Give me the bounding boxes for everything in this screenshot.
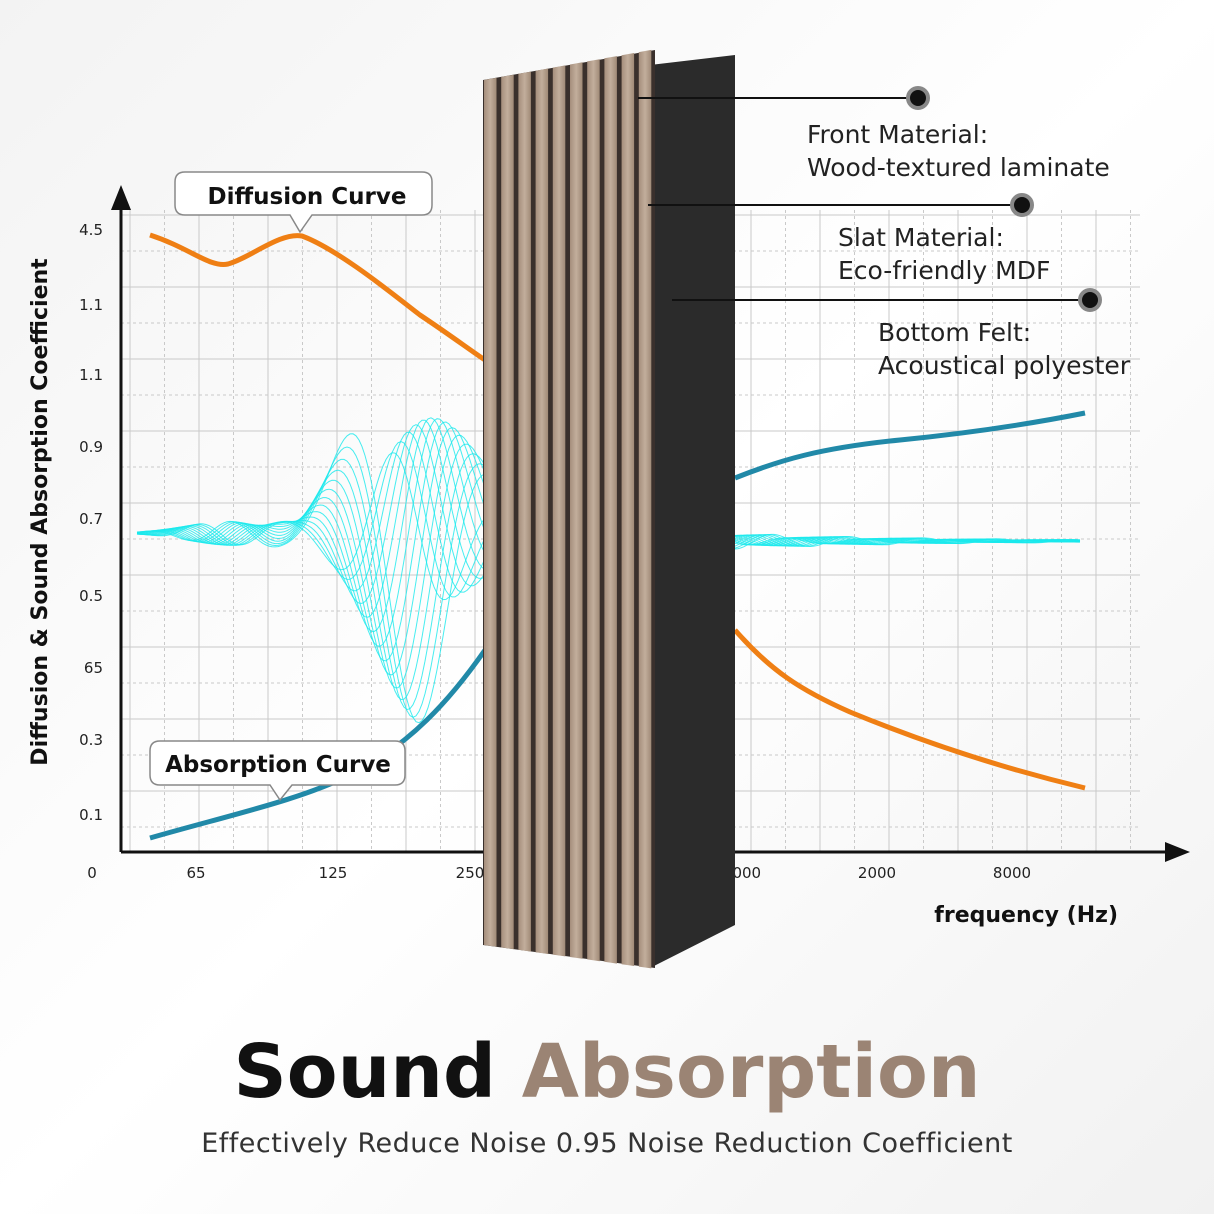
x-tick-label: 125: [319, 864, 348, 882]
slat: [535, 68, 549, 954]
material-title: Slat Material:: [838, 223, 1004, 252]
wave: [136, 419, 486, 618]
material-lines: [638, 86, 1102, 312]
wave: [734, 534, 1081, 547]
material-text: Wood-textured laminate: [807, 153, 1110, 182]
y-arrow: [111, 185, 131, 210]
callout-text: Absorption Curve: [165, 752, 391, 778]
wave: [136, 441, 486, 598]
callout-text: Diffusion Curve: [208, 184, 407, 210]
slat: [552, 65, 566, 957]
x-tick-label: 65: [186, 864, 205, 882]
y-tick-label: 4.5: [79, 221, 103, 239]
wave: [137, 418, 486, 647]
wave: [136, 417, 486, 633]
slats: [484, 49, 652, 969]
wave: [734, 537, 1081, 546]
x-axis-label: frequency (Hz): [934, 903, 1118, 928]
x-tick-label: 250: [456, 864, 485, 882]
x-arrow: [1165, 842, 1190, 862]
callout-box: [149, 740, 406, 802]
slat: [518, 71, 531, 952]
heading-first: Sound: [233, 1029, 495, 1115]
wave: [136, 431, 486, 593]
y-tick-label: 0.5: [79, 587, 103, 605]
material-text: Eco-friendly MDF: [838, 256, 1050, 285]
slat: [484, 77, 497, 947]
slat: [501, 74, 514, 950]
leader-dot: [1078, 288, 1102, 312]
slat: [604, 56, 617, 964]
absorption-curve: [734, 410, 1086, 481]
y-tick-label: 0.7: [79, 510, 103, 528]
callout-box: [174, 171, 433, 234]
x-tick-label: 8000: [993, 864, 1031, 882]
y-tick-label: 0.9: [79, 438, 103, 456]
callout: Diffusion Curve: [174, 171, 433, 234]
x-tick-label: 2000: [858, 864, 896, 882]
leader-dot: [1010, 193, 1034, 217]
wave: [136, 446, 486, 718]
y-tick-label: 65: [84, 659, 103, 677]
slat: [570, 62, 583, 959]
y-tick-label: 0.1: [79, 806, 103, 824]
diffusion-curve: [149, 232, 487, 363]
x-tick-label: 0: [87, 864, 97, 882]
heading-second: Absorption: [522, 1029, 981, 1115]
y-axis-label: Diffusion & Sound Absorption Coefficient: [28, 258, 53, 766]
diffusion-curve: [733, 628, 1086, 791]
wave: [136, 433, 486, 724]
material-title: Front Material:: [807, 120, 988, 149]
curves: [136, 232, 1086, 841]
y-tick-label: 0.3: [79, 731, 103, 749]
subtitle: Effectively Reduce Noise 0.95 Noise Redu…: [201, 1128, 1013, 1159]
callout: Absorption Curve: [149, 740, 406, 802]
slat: [638, 49, 652, 969]
y-tick-label: 1.1: [79, 296, 103, 314]
slat: [587, 59, 600, 962]
heading: Sound Absorption: [233, 1029, 980, 1115]
material-text: Acoustical polyester: [878, 351, 1131, 380]
y-tick-label: 1.1: [79, 366, 103, 384]
material-title: Bottom Felt:: [878, 318, 1031, 347]
felt-backing: [650, 55, 735, 968]
leader-dot: [906, 86, 930, 110]
slat: [621, 53, 635, 966]
wave: [136, 424, 486, 604]
